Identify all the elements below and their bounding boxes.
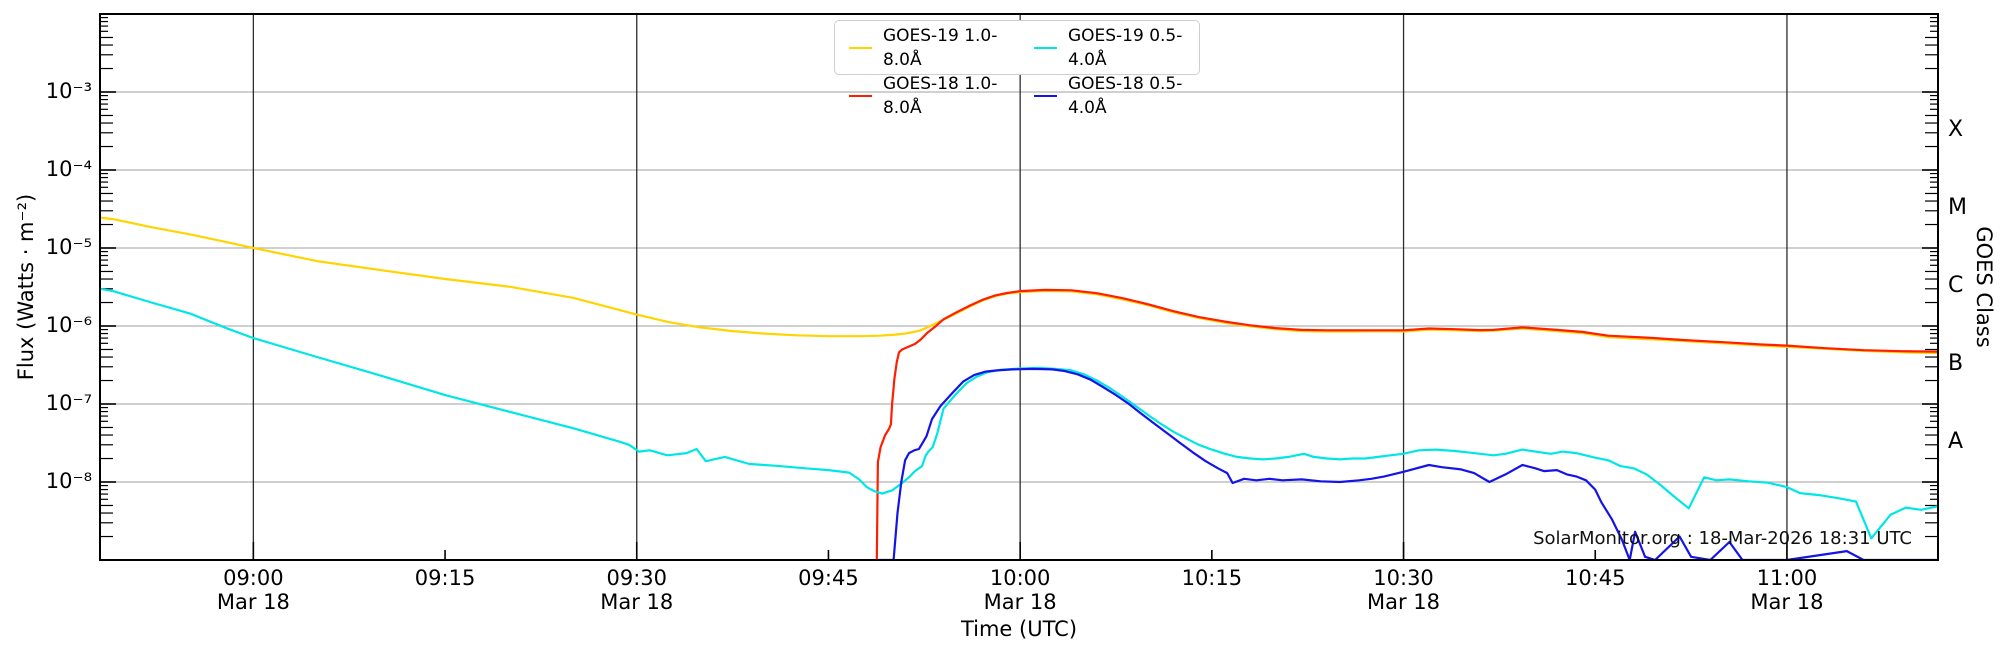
goes-class-label: C <box>1948 273 1964 298</box>
legend-swatch-goes18_short <box>1034 95 1057 97</box>
x-tick-label: 10:00 <box>989 566 1051 590</box>
x-tick-date: Mar 18 <box>600 590 674 614</box>
y-tick-label: 10⁻⁸ <box>45 469 92 493</box>
legend-label: GOES-19 0.5-4.0Å <box>1067 26 1183 70</box>
plot-frame <box>99 13 1939 561</box>
y-axis-title-right: GOES Class <box>1972 226 1996 348</box>
legend-item: GOES-18 0.5-4.0Å <box>1034 72 1185 120</box>
x-tick-date: Mar 18 <box>1750 590 1824 614</box>
y-tick-label: 10⁻⁷ <box>45 391 92 415</box>
y-axis-title-left: Flux (Watts · m⁻²) <box>14 193 38 381</box>
y-tick-label: 10⁻⁴ <box>45 157 92 181</box>
legend: GOES-19 1.0-8.0Å GOES-18 1.0-8.0Å GOES-19 … <box>834 20 1200 118</box>
goes-class-label: A <box>1948 429 1964 454</box>
legend-swatch-goes18_long <box>849 95 872 97</box>
legend-label: GOES-18 0.5-4.0Å <box>1067 74 1183 118</box>
x-tick-date: Mar 18 <box>1367 590 1441 614</box>
goes-class-label: M <box>1948 195 1967 220</box>
x-tick-label: 10:15 <box>1181 566 1243 590</box>
y-tick-label: 10⁻³ <box>45 79 92 103</box>
series-line-goes19_short <box>100 287 1938 540</box>
y-tick-label: 10⁻⁶ <box>45 313 92 337</box>
x-tick-label: 09:45 <box>798 566 859 590</box>
y-tick-label: 10⁻⁵ <box>45 235 92 259</box>
x-tick-date: Mar 18 <box>983 590 1057 614</box>
x-tick-date: Mar 18 <box>216 590 290 614</box>
legend-label: GOES-19 1.0-8.0Å <box>882 26 998 70</box>
legend-label: GOES-18 1.0-8.0Å <box>882 74 998 118</box>
legend-swatch-goes19_short <box>1034 47 1057 49</box>
x-tick-label: 09:30 <box>606 566 668 590</box>
legend-swatch-goes19_long <box>849 47 872 49</box>
legend-item: GOES-19 1.0-8.0Å <box>849 24 1000 72</box>
x-tick-label: 10:30 <box>1373 566 1434 590</box>
series-layer <box>100 216 1938 560</box>
x-tick-label: 09:15 <box>414 566 476 590</box>
watermark: SolarMonitor.org : 18-Mar-2026 18:31 UTC <box>1533 528 1912 549</box>
legend-item: GOES-18 1.0-8.0Å <box>849 72 1000 120</box>
x-tick-label: 09:00 <box>223 566 284 590</box>
x-tick-label: 10:45 <box>1564 566 1626 590</box>
legend-item: GOES-19 0.5-4.0Å <box>1034 24 1185 72</box>
x-axis-title: Time (UTC) <box>960 617 1078 641</box>
series-line-goes19_long <box>100 216 1938 355</box>
series-line-goes18_short <box>877 367 1938 560</box>
goes-class-label: X <box>1948 117 1964 142</box>
series-line-goes18_long <box>875 288 1938 560</box>
goes-class-label: B <box>1948 351 1964 376</box>
x-tick-label: 11:00 <box>1756 566 1818 590</box>
